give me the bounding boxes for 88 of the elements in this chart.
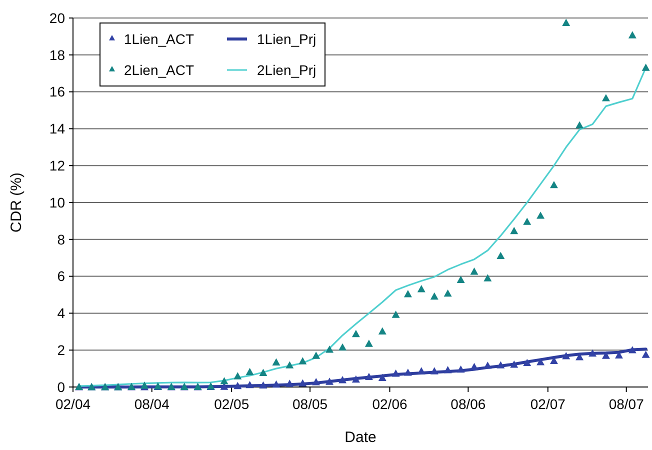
point — [614, 351, 623, 358]
point — [259, 381, 268, 389]
point — [536, 358, 545, 366]
point — [312, 378, 320, 386]
point — [562, 352, 570, 360]
point — [430, 292, 438, 300]
point — [298, 357, 307, 364]
y-tick-label: 2 — [57, 342, 66, 358]
point — [456, 276, 465, 284]
y-tick-label: 14 — [49, 120, 66, 137]
y-tick-label: 8 — [57, 231, 66, 248]
point — [642, 350, 650, 358]
point — [550, 180, 558, 188]
y-tick-label: 0 — [57, 378, 66, 395]
point — [338, 343, 347, 351]
point — [536, 212, 545, 219]
point — [523, 218, 532, 225]
x-tick-label: 08/05 — [292, 396, 328, 412]
point — [312, 352, 320, 359]
point — [272, 380, 280, 388]
y-tick-label: 16 — [49, 84, 66, 100]
legend-label: 1Lien_Prj — [257, 30, 316, 47]
point — [628, 346, 636, 354]
x-tick-label: 02/05 — [214, 396, 250, 412]
point — [364, 340, 373, 347]
point — [602, 94, 610, 102]
legend-label: 2Lien_ACT — [124, 62, 194, 78]
point — [378, 374, 386, 381]
point — [470, 362, 478, 370]
y-axis-title: CDR (%) — [8, 172, 25, 232]
point — [510, 360, 518, 368]
point — [576, 121, 584, 128]
point — [456, 365, 465, 373]
point — [444, 289, 452, 297]
point — [272, 358, 280, 366]
point — [392, 370, 400, 377]
point — [246, 368, 254, 376]
point — [496, 252, 505, 260]
point — [562, 18, 570, 26]
point — [642, 64, 650, 71]
point — [259, 368, 268, 376]
point — [484, 362, 492, 369]
point — [588, 349, 597, 357]
point — [364, 372, 373, 380]
point — [220, 377, 228, 384]
point — [417, 285, 426, 292]
point — [352, 330, 360, 338]
y-tick-label: 20 — [49, 10, 66, 26]
point — [523, 358, 532, 366]
point — [602, 352, 610, 359]
x-tick-label: 08/06 — [450, 396, 486, 412]
y-tick-label: 12 — [49, 158, 66, 174]
point — [484, 274, 492, 282]
point — [338, 376, 347, 384]
x-tick-label: 08/07 — [608, 396, 644, 412]
y-tick-label: 6 — [57, 268, 66, 284]
point — [430, 367, 438, 374]
point — [510, 226, 518, 234]
y-tick-label: 10 — [49, 194, 66, 210]
point — [550, 356, 558, 364]
point — [326, 346, 334, 353]
point — [352, 375, 360, 383]
point — [286, 361, 294, 368]
point — [326, 378, 334, 385]
point — [298, 379, 307, 387]
x-tick-label: 08/04 — [134, 396, 170, 412]
y-tick-label: 18 — [49, 46, 66, 63]
point — [246, 380, 254, 388]
point — [417, 367, 426, 374]
point — [234, 382, 242, 390]
point — [392, 310, 400, 318]
legend-label: 2Lien_Prj — [257, 62, 316, 78]
point — [404, 290, 412, 298]
point — [470, 268, 478, 275]
legend-label: 1Lien_ACT — [124, 30, 194, 47]
point — [234, 372, 242, 380]
x-tick-label: 02/07 — [530, 396, 566, 412]
point — [404, 368, 412, 376]
point — [576, 353, 584, 360]
x-tick-label: 02/06 — [372, 396, 408, 412]
point — [286, 380, 294, 387]
x-tick-label: 02/04 — [55, 396, 91, 412]
point — [628, 31, 636, 38]
point — [444, 366, 452, 374]
point — [496, 361, 505, 368]
y-tick-label: 4 — [57, 305, 66, 322]
x-axis-title: Date — [344, 429, 376, 446]
point — [378, 327, 386, 334]
